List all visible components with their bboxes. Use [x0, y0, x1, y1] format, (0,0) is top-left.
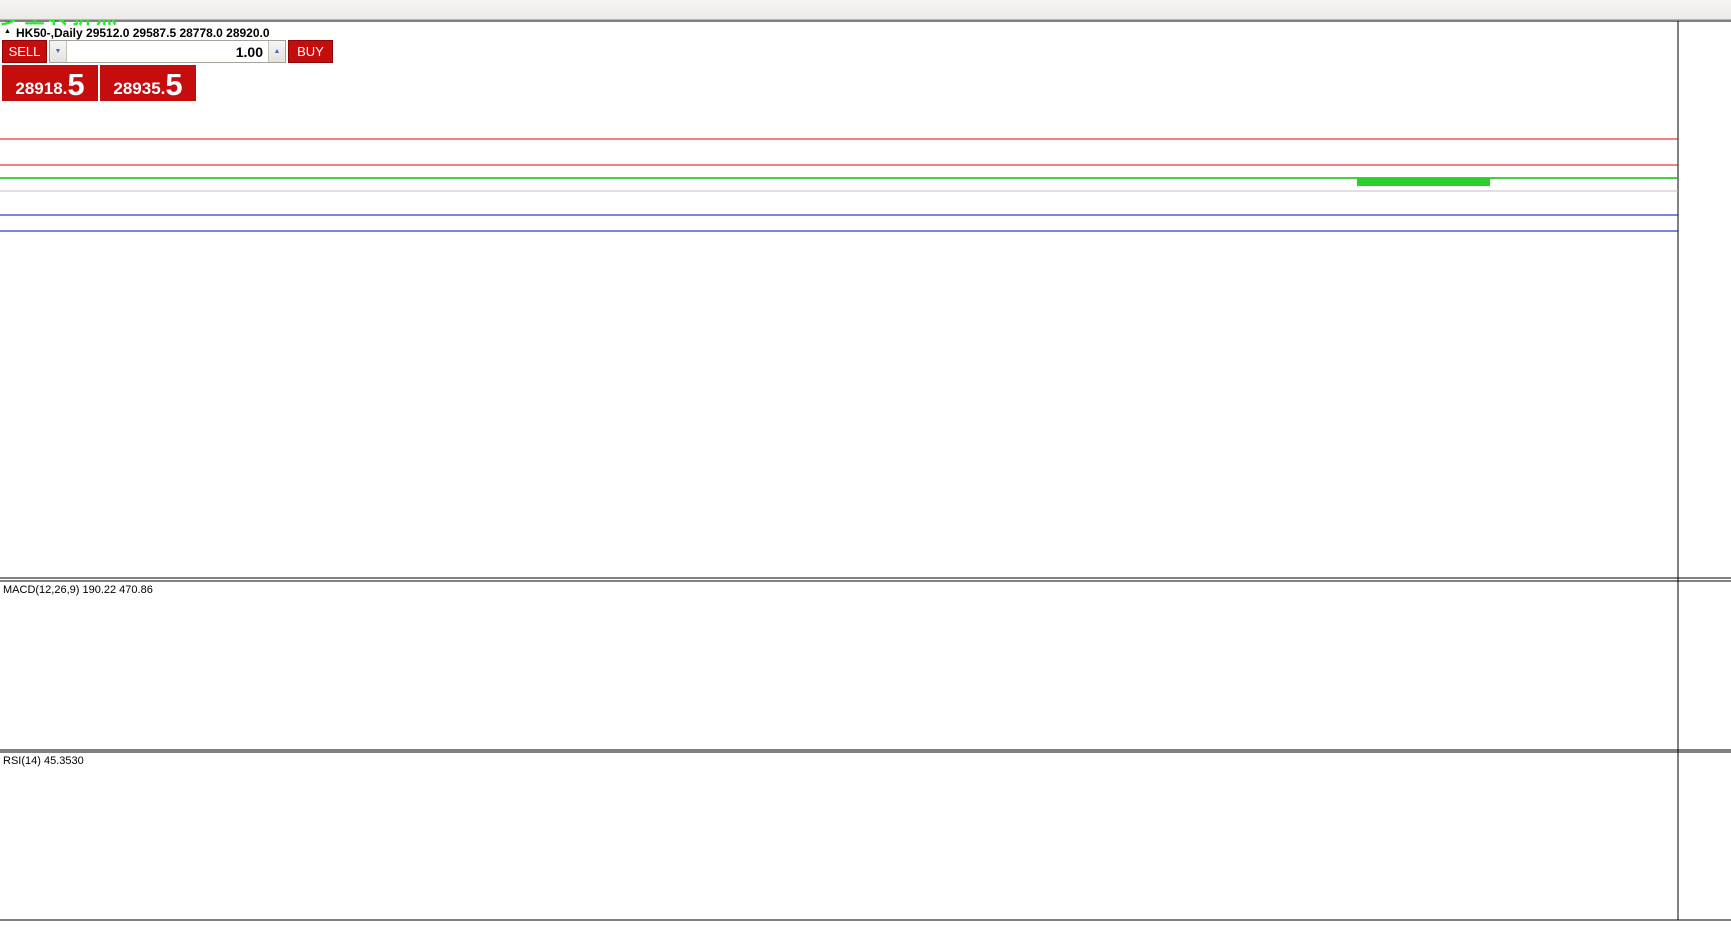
- volume-input[interactable]: [67, 41, 268, 62]
- macd-label: MACD(12,26,9) 190.22 470.86: [3, 584, 153, 596]
- volume-increase-button[interactable]: ▲: [268, 41, 285, 62]
- toolbar: [0, 0, 1731, 20]
- sell-button[interactable]: SELL: [2, 40, 47, 63]
- chart-marker-icon: ▲: [4, 28, 11, 35]
- rsi-label: RSI(14) 45.3530: [3, 755, 84, 767]
- volume-decrease-button[interactable]: ▼: [50, 41, 67, 62]
- sell-price[interactable]: 28918. 5: [2, 65, 98, 101]
- one-click-trading-panel: SELL ▼ ▲ BUY 28918.5 28935.5: [2, 40, 333, 101]
- buy-price[interactable]: 28935. 5: [100, 65, 196, 101]
- buy-button[interactable]: BUY: [288, 40, 333, 63]
- chart-title: ▲ HK50-,Daily 29512.0 29587.5 28778.0 289…: [4, 26, 270, 40]
- volume-stepper: ▼ ▲: [49, 40, 286, 63]
